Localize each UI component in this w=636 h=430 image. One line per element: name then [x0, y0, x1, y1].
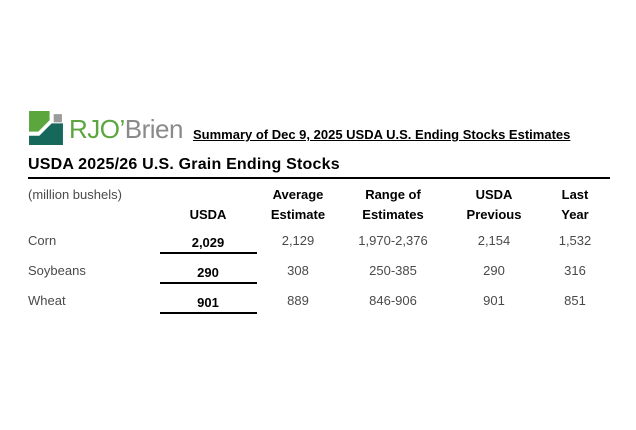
col-header-range-line1: Range of: [365, 187, 421, 202]
cell-usda-previous: 290: [483, 262, 505, 278]
cell-usda-estimate: 901: [159, 295, 257, 314]
report-content: RJO’Brien Summary of Dec 9, 2025 USDA U.…: [28, 110, 610, 315]
brand-logotype: RJO’Brien: [69, 116, 183, 142]
table-row-soybeans: Soybeans 290 308 250-385 290 316: [28, 255, 610, 285]
cell-commodity: Corn: [28, 232, 57, 248]
table-header-row-1: (million bushels) Average Range of USDA …: [28, 185, 610, 205]
document-title: Summary of Dec 9, 2025 USDA U.S. Ending …: [192, 127, 571, 142]
col-header-usda-line1: [158, 185, 258, 205]
cell-last-year: 316: [564, 262, 586, 278]
col-header-usda-line2: USDA: [189, 207, 227, 222]
cell-usda-previous: 2,154: [477, 232, 511, 248]
cell-commodity: Wheat: [28, 292, 66, 308]
cell-commodity: Soybeans: [28, 262, 86, 278]
logotype-gray-part: Brien: [124, 113, 184, 144]
section-heading: USDA 2025/26 U.S. Grain Ending Stocks: [28, 156, 340, 173]
cell-range-estimates: 250-385: [369, 262, 417, 278]
cell-range-estimates: 846-906: [369, 292, 417, 308]
cell-last-year: 1,532: [558, 232, 592, 248]
cell-average-estimate: 308: [287, 262, 309, 278]
table-header-row-2: USDA Estimate Estimates Previous Year: [28, 205, 610, 225]
rjobrien-logo-mark-icon: [29, 111, 63, 145]
brand-logo: RJO’Brien: [28, 110, 183, 147]
cell-usda-estimate: 2,029: [159, 235, 257, 254]
col-header-last-line1: Last: [561, 187, 589, 202]
unit-label: (million bushels): [28, 187, 122, 202]
col-header-avg-line2: Estimate: [270, 207, 326, 222]
cell-average-estimate: 889: [287, 292, 309, 308]
table-row-wheat: Wheat 901 889 846-906 901 851: [28, 285, 610, 315]
logotype-green-part: RJO’: [69, 113, 125, 144]
cell-usda-estimate: 290: [159, 265, 257, 284]
table-row-corn: Corn 2,029 2,129 1,970-2,376 2,154 1,532: [28, 225, 610, 255]
col-header-previous-line1: USDA: [475, 187, 513, 202]
cell-average-estimate: 2,129: [281, 232, 315, 248]
col-header-last-line2: Year: [561, 207, 589, 222]
col-header-commodity: [28, 205, 158, 225]
cell-last-year: 851: [564, 292, 586, 308]
col-header-avg-line1: Average: [272, 187, 324, 202]
cell-range-estimates: 1,970-2,376: [358, 232, 428, 248]
col-header-previous-line2: Previous: [466, 207, 522, 222]
ending-stocks-table: (million bushels) Average Range of USDA …: [28, 185, 610, 315]
heading-divider: [28, 177, 610, 179]
cell-usda-previous: 901: [483, 292, 505, 308]
col-header-range-line2: Estimates: [362, 207, 424, 222]
brand-row: RJO’Brien Summary of Dec 9, 2025 USDA U.…: [28, 110, 610, 147]
